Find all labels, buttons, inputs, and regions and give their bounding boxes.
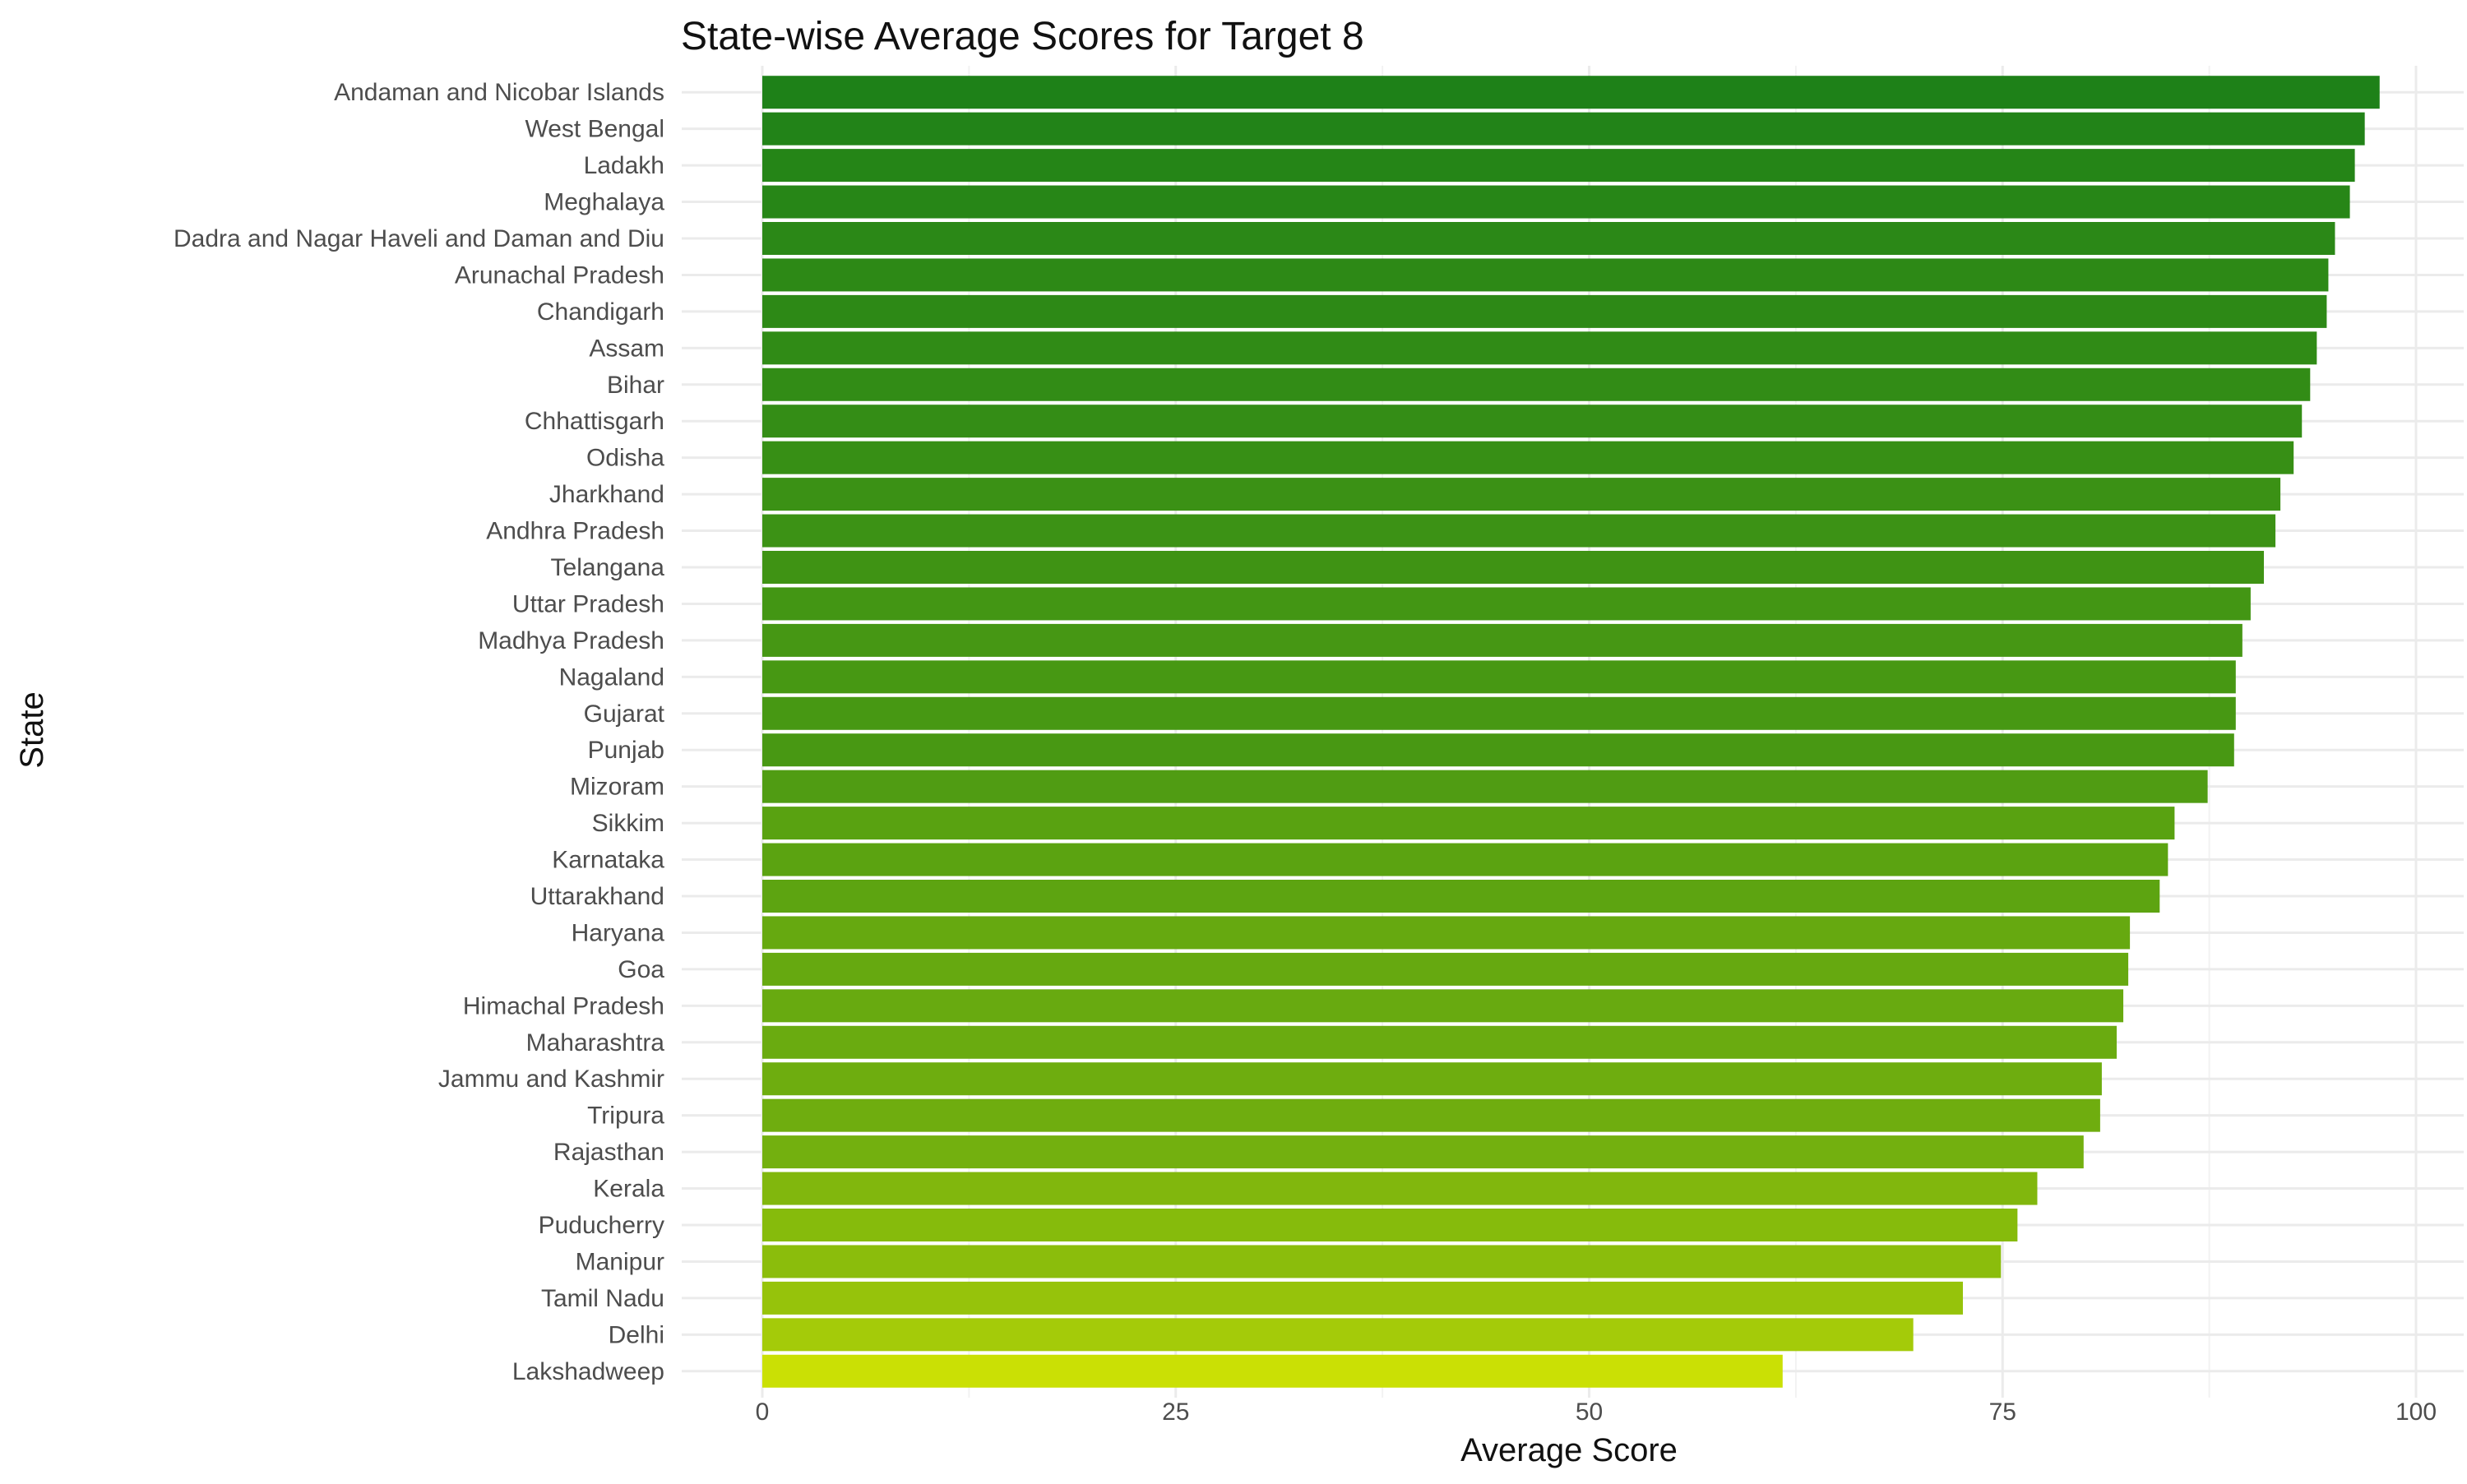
y-tick-label: Kerala	[593, 1176, 664, 1203]
bar	[762, 952, 2129, 986]
chart-title: State-wise Average Scores for Target 8	[681, 15, 1364, 58]
bar	[762, 1098, 2100, 1132]
bar	[762, 1354, 1783, 1388]
x-axis-title: Average Score	[1460, 1432, 1678, 1468]
y-tick-label: Goa	[618, 956, 664, 983]
y-tick-label: Uttarakhand	[530, 883, 664, 910]
bar	[762, 989, 2124, 1023]
y-tick-label: Odisha	[586, 445, 664, 472]
bar	[762, 441, 2294, 474]
bar	[762, 368, 2311, 401]
x-tick-label: 25	[1162, 1398, 1189, 1426]
bar	[762, 405, 2303, 438]
y-tick-label: Delhi	[609, 1321, 664, 1348]
bar	[762, 916, 2131, 950]
y-tick-label: Himachal Pradesh	[463, 992, 664, 1019]
y-tick-label: Andhra Pradesh	[486, 518, 664, 545]
bars	[762, 76, 2380, 1388]
bar	[762, 623, 2243, 657]
y-tick-label: Karnataka	[552, 847, 664, 874]
bar	[762, 1209, 2018, 1241]
y-tick-label: Uttar Pradesh	[512, 590, 664, 617]
y-tick-label: Jammu and Kashmir	[438, 1066, 664, 1093]
y-tick-label: Rajasthan	[553, 1139, 664, 1166]
bar	[762, 880, 2160, 913]
y-tick-label: Lakshadweep	[512, 1358, 664, 1385]
bar	[762, 76, 2380, 109]
bar	[762, 1281, 1963, 1315]
y-tick-label: Telangana	[551, 554, 665, 581]
bar	[762, 112, 2365, 146]
y-tick-label: Ladakh	[584, 152, 664, 179]
bar	[762, 1135, 2084, 1169]
y-tick-label: Sikkim	[592, 810, 664, 837]
bar	[762, 587, 2251, 621]
y-tick-label: Tamil Nadu	[541, 1285, 664, 1312]
y-tick-label: Maharashtra	[526, 1029, 665, 1056]
bar	[762, 331, 2317, 365]
x-tick-label: 0	[756, 1398, 770, 1426]
bar	[762, 149, 2355, 183]
y-tick-label: Gujarat	[584, 700, 665, 728]
y-tick-label: Manipur	[576, 1248, 664, 1275]
x-tick-label: 100	[2395, 1398, 2437, 1426]
bar	[762, 1245, 2002, 1278]
y-axis-tick-labels: Andaman and Nicobar Islands West Bengal La…	[174, 79, 665, 1385]
x-tick-label: 75	[1989, 1398, 2016, 1426]
y-tick-label: Arunachal Pradesh	[455, 261, 664, 289]
y-tick-label: Dadra and Nagar Haveli and Daman and Diu	[174, 225, 664, 252]
y-tick-label: Bihar	[607, 372, 664, 399]
x-axis-tick-labels: 0 25 50 75 100	[756, 1398, 2437, 1426]
bar	[762, 696, 2236, 730]
bar	[762, 1025, 2118, 1059]
y-tick-label: Haryana	[572, 919, 665, 946]
y-tick-label: Puducherry	[539, 1212, 664, 1239]
y-tick-label: Nagaland	[559, 663, 664, 691]
bar	[762, 514, 2276, 548]
bar	[762, 770, 2208, 803]
y-tick-label: Jharkhand	[549, 481, 664, 508]
bar	[762, 660, 2236, 694]
y-tick-label: Andaman and Nicobar Islands	[334, 79, 664, 106]
y-axis-title: State	[14, 691, 50, 768]
bar	[762, 258, 2329, 292]
bar	[762, 185, 2350, 219]
y-tick-label: West Bengal	[525, 116, 664, 143]
bar	[762, 551, 2264, 584]
bar	[762, 843, 2168, 876]
bar	[762, 222, 2335, 255]
y-tick-label: Madhya Pradesh	[478, 627, 664, 654]
y-tick-label: Meghalaya	[544, 189, 664, 216]
bar	[762, 478, 2281, 511]
y-tick-label: Chandigarh	[537, 298, 664, 326]
bar	[762, 1172, 2038, 1205]
bar	[762, 1062, 2102, 1096]
y-tick-label: Chhattisgarh	[525, 408, 664, 435]
bar	[762, 294, 2327, 328]
bar	[762, 1318, 1914, 1352]
y-tick-label: Tripura	[587, 1103, 664, 1130]
bar	[762, 807, 2175, 840]
bar	[762, 733, 2234, 767]
y-tick-label: Assam	[589, 335, 664, 362]
y-tick-label: Mizoram	[570, 774, 664, 801]
y-tick-label: Punjab	[588, 737, 664, 764]
x-tick-label: 50	[1576, 1398, 1603, 1426]
